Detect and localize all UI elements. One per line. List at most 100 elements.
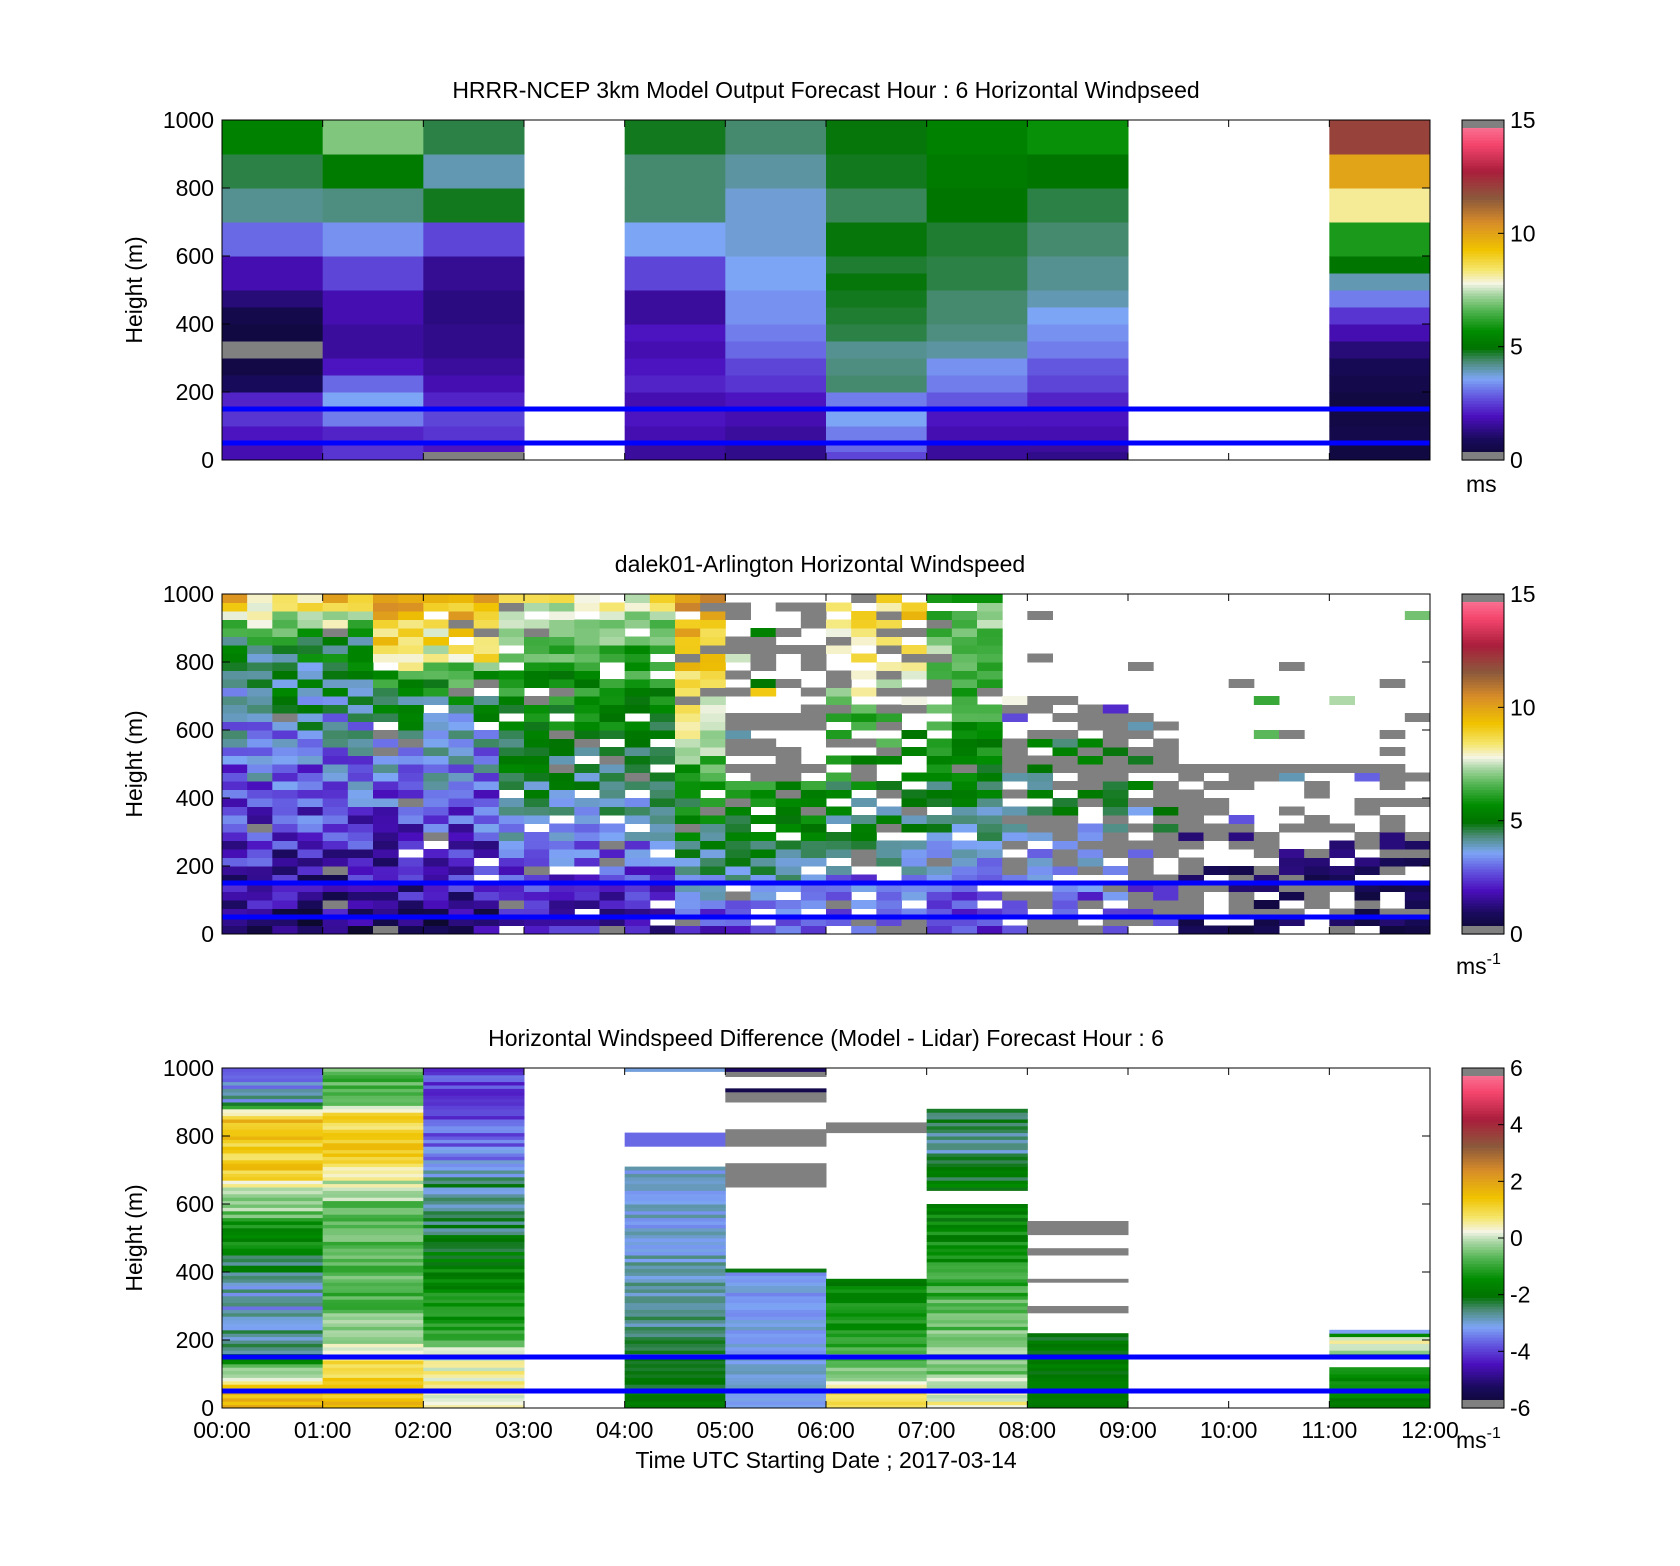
- heatmap-cell: [473, 602, 500, 612]
- heatmap-cell: [322, 1333, 424, 1338]
- heatmap-cell: [1203, 866, 1230, 875]
- heatmap-cell: [322, 1336, 424, 1341]
- heatmap-cell: [725, 747, 751, 756]
- colorbar-swatch: [1462, 792, 1504, 796]
- heatmap-cell: [926, 1217, 1028, 1222]
- heatmap-cell: [599, 781, 626, 790]
- heatmap-cell: [826, 443, 928, 452]
- heatmap-cell: [423, 324, 525, 359]
- heatmap-cell: [826, 883, 852, 892]
- heatmap-cell: [222, 1156, 324, 1161]
- heatmap-cell: [322, 1367, 424, 1372]
- colorbar-swatch: [1462, 253, 1504, 257]
- heatmap-cell: [524, 798, 550, 807]
- heatmap-cell: [524, 891, 550, 901]
- heatmap-cell: [448, 883, 475, 892]
- heatmap-cell: [423, 1153, 525, 1157]
- heatmap-cell: [1329, 290, 1430, 308]
- heatmap-cell: [1228, 764, 1255, 773]
- heatmap-cell: [926, 256, 1028, 291]
- heatmap-cell: [222, 806, 248, 816]
- heatmap-cell: [624, 1248, 726, 1253]
- heatmap-cell: [322, 1340, 424, 1344]
- heatmap-cell: [222, 1095, 324, 1100]
- heatmap-cell: [222, 443, 324, 460]
- colorbar-swatch: [1462, 639, 1504, 643]
- heatmap-cell: [750, 832, 777, 841]
- heatmap-cell: [524, 781, 550, 790]
- heatmap-cell: [775, 866, 802, 875]
- heatmap-cell: [851, 781, 877, 790]
- heatmap-cell: [624, 883, 651, 892]
- heatmap-cell: [322, 645, 349, 654]
- y-tick-label: 800: [176, 1123, 214, 1149]
- heatmap-cell: [599, 764, 626, 773]
- heatmap-cell: [851, 704, 877, 714]
- heatmap-cell: [1102, 704, 1129, 714]
- heatmap-cell: [951, 687, 978, 697]
- heatmap-cell: [1379, 908, 1406, 918]
- heatmap-cell: [826, 849, 852, 858]
- heatmap-cell: [222, 307, 324, 325]
- heatmap-cell: [1153, 781, 1179, 790]
- heatmap-cell: [599, 832, 626, 841]
- heatmap-cell: [826, 840, 852, 850]
- heatmap-cell: [222, 1251, 324, 1256]
- heatmap-cell: [851, 619, 877, 629]
- colorbar-swatch: [1462, 165, 1504, 169]
- colorbar-swatch: [1462, 696, 1504, 700]
- heatmap-cell: [926, 1333, 1028, 1338]
- heatmap-cell: [222, 781, 248, 790]
- heatmap-cell: [1027, 823, 1053, 833]
- heatmap-cell: [423, 832, 449, 841]
- heatmap-cell: [272, 679, 298, 688]
- colorbar-swatch: [1462, 1238, 1504, 1242]
- heatmap-cell: [297, 594, 324, 603]
- colorbar-tick-label: 0: [1510, 921, 1523, 947]
- heatmap-cell: [624, 1170, 726, 1174]
- heatmap-cell: [222, 1234, 324, 1239]
- heatmap-cell: [977, 713, 1003, 722]
- y-axis-label: Height (m): [121, 1184, 147, 1291]
- heatmap-cell: [322, 857, 349, 867]
- heatmap-cell: [926, 704, 953, 714]
- heatmap-cell: [951, 653, 978, 663]
- heatmap-cell: [800, 883, 827, 892]
- heatmap-cell: [247, 874, 273, 884]
- heatmap-cell: [423, 917, 449, 926]
- heatmap-cell: [473, 891, 500, 901]
- heatmap-cell: [599, 628, 626, 637]
- heatmap-cell: [247, 747, 273, 756]
- heatmap-cell: [347, 849, 374, 858]
- heatmap-cell: [1153, 840, 1179, 850]
- heatmap-cell: [247, 857, 273, 867]
- heatmap-cell: [826, 738, 852, 748]
- heatmap-cell: [322, 426, 424, 444]
- heatmap-cell: [700, 636, 726, 646]
- heatmap-cell: [423, 1227, 525, 1232]
- colorbar-swatch: [1462, 1314, 1504, 1318]
- colorbar-swatch: [1462, 372, 1504, 376]
- heatmap-cell: [1128, 798, 1154, 807]
- heatmap-cell: [725, 1299, 827, 1304]
- heatmap-cell: [599, 806, 626, 816]
- heatmap-cell: [926, 1401, 1028, 1406]
- heatmap-cell: [775, 645, 802, 654]
- heatmap-cell: [1052, 798, 1079, 807]
- heatmap-cell: [725, 256, 827, 291]
- heatmap-cell: [1027, 222, 1129, 257]
- heatmap-cell: [1153, 755, 1179, 765]
- heatmap-cell: [1329, 925, 1355, 934]
- heatmap-cell: [373, 874, 399, 884]
- heatmap-cell: [649, 611, 676, 620]
- colorbar-swatch: [1462, 244, 1504, 249]
- heatmap-cell: [951, 772, 978, 782]
- heatmap-cell: [775, 857, 802, 867]
- heatmap-cell: [1354, 883, 1381, 892]
- colorbar-swatch: [1462, 829, 1504, 833]
- heatmap-cell: [423, 222, 525, 257]
- heatmap-cell: [448, 619, 475, 629]
- heatmap-cell: [851, 883, 877, 892]
- heatmap-cell: [951, 679, 978, 688]
- heatmap-cell: [826, 891, 852, 901]
